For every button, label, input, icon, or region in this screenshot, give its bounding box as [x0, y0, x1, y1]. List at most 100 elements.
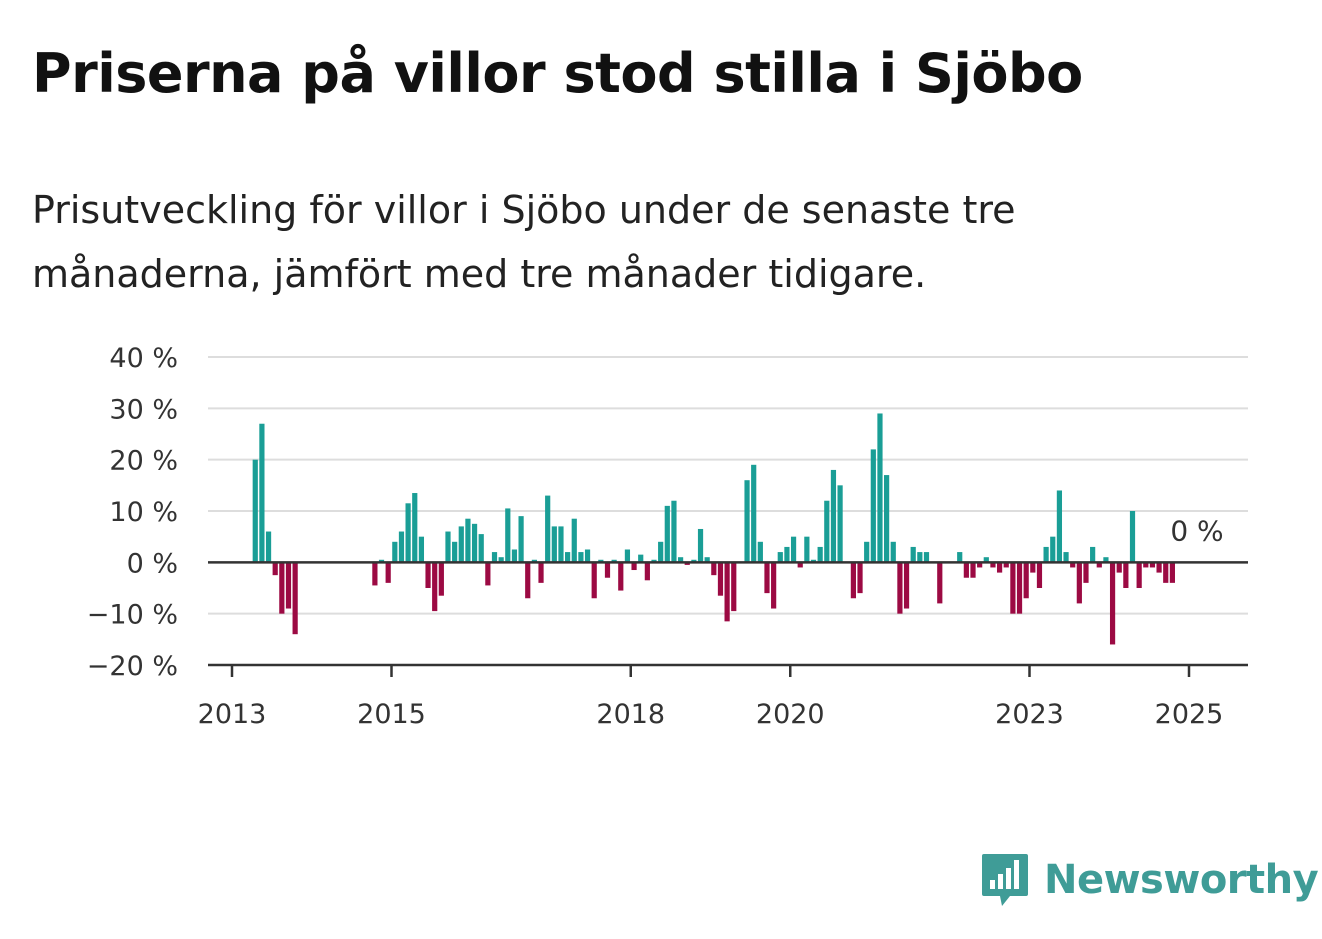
bar: [990, 562, 996, 568]
bar: [272, 562, 278, 576]
bar: [651, 559, 657, 563]
bar: [1023, 562, 1029, 599]
bar: [777, 552, 783, 563]
bar: [744, 480, 750, 563]
brand-name: Newsworthy: [1044, 857, 1319, 903]
bar: [817, 546, 823, 563]
bar: [757, 541, 763, 563]
bar: [425, 562, 431, 588]
bar: [584, 549, 591, 563]
bar: [478, 534, 484, 563]
bar: [445, 531, 451, 563]
bar: [558, 526, 564, 563]
bar: [970, 562, 976, 578]
bar: [664, 505, 670, 563]
bar: [551, 526, 557, 563]
bar: [790, 536, 797, 563]
bar: [771, 562, 777, 609]
bar: [983, 557, 989, 563]
bar: [498, 557, 504, 563]
bar: [1103, 557, 1109, 563]
bar: [611, 559, 617, 563]
x-tick-label: 2025: [1155, 699, 1224, 730]
bar: [1163, 562, 1169, 583]
y-tick-label: 40 %: [109, 343, 178, 374]
bar: [923, 552, 930, 563]
bar: [378, 559, 385, 563]
bar: [1096, 562, 1102, 568]
bar: [1043, 546, 1049, 563]
bar: [731, 562, 737, 612]
newsworthy-logo-icon: [982, 854, 1028, 906]
bar: [850, 562, 856, 599]
bar: [824, 500, 830, 563]
x-tick-label: 2020: [756, 699, 825, 730]
bar: [545, 495, 551, 563]
bar: [1149, 562, 1156, 568]
bar: [638, 554, 644, 563]
bar: [624, 549, 631, 563]
bar: [1016, 562, 1023, 614]
chart-title: Priserna på villor stod stilla i Sjöbo: [32, 42, 1083, 105]
bar: [884, 475, 890, 563]
y-tick-label: 30 %: [109, 394, 178, 425]
y-tick-label: 20 %: [109, 446, 178, 477]
bar: [1070, 562, 1076, 568]
bar: [937, 562, 943, 604]
bar: [996, 562, 1003, 573]
bar: [265, 531, 272, 563]
x-tick-label: 2023: [995, 699, 1064, 730]
bar: [631, 562, 637, 571]
bar: [1136, 562, 1142, 588]
bar: [1076, 562, 1082, 604]
bar: [810, 559, 817, 563]
bar: [392, 541, 398, 563]
y-tick-label: −20 %: [87, 651, 178, 682]
bar: [432, 562, 438, 612]
bar: [717, 562, 724, 596]
bar: [505, 508, 511, 563]
bar-chart: −20 %−10 %0 %10 %20 %30 %40 % 2013 2015 20…: [87, 343, 1248, 730]
bar: [438, 562, 444, 596]
bar: [1050, 536, 1056, 563]
bar: [677, 557, 684, 563]
bar: [405, 503, 411, 563]
x-tick-label: 2013: [198, 699, 267, 730]
bar: [897, 562, 903, 614]
chart-subtitle: Prisutveckling för villor i Sjöbo under …: [32, 188, 1016, 296]
bar: [1003, 562, 1009, 568]
brand-logo: Newsworthy: [980, 850, 1319, 910]
bars: [252, 413, 1175, 645]
bar: [618, 562, 624, 591]
bar: [485, 562, 491, 586]
bar: [764, 562, 770, 594]
bar: [857, 562, 863, 594]
bar: [830, 469, 837, 563]
y-tick-label: 10 %: [109, 497, 178, 528]
bar: [684, 562, 690, 565]
bar: [385, 562, 391, 583]
bar: [1090, 546, 1096, 563]
bar: [1056, 490, 1063, 563]
bar: [691, 559, 697, 563]
bar: [751, 464, 757, 563]
bar: [458, 526, 464, 563]
bar: [598, 559, 604, 563]
bar: [452, 541, 458, 563]
bar: [565, 552, 571, 563]
bar: [910, 546, 916, 563]
bar: [963, 562, 969, 578]
bar: [890, 541, 896, 563]
bar: [259, 423, 265, 563]
bar: [870, 449, 876, 563]
bar: [1063, 552, 1069, 563]
bar: [797, 562, 803, 568]
y-tick-label: 0 %: [127, 548, 178, 579]
y-tick-label: −10 %: [87, 600, 178, 631]
bar: [1169, 562, 1175, 583]
bar: [511, 549, 518, 563]
bar: [418, 536, 425, 563]
bar: [711, 562, 717, 576]
bar: [804, 536, 810, 563]
latest-value-label: 0 %: [1170, 514, 1223, 547]
